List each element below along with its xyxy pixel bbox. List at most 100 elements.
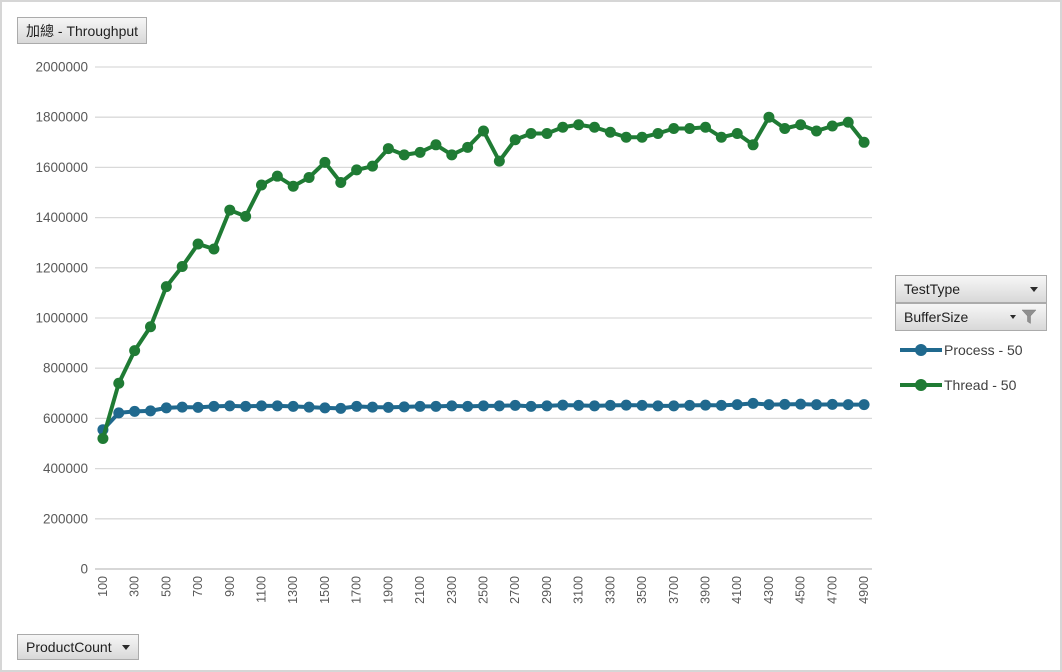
thread-data-point <box>160 281 172 293</box>
thread-data-point <box>731 128 743 140</box>
thread-data-point <box>842 116 854 128</box>
thread-data-point <box>589 121 600 133</box>
thread-data-point <box>462 141 474 153</box>
thread-data-point <box>684 122 696 134</box>
process-data-point <box>525 400 537 412</box>
x-axis-tick-label: 3900 <box>699 576 713 604</box>
process-data-point <box>509 399 521 411</box>
thread-data-point <box>557 121 569 133</box>
process-data-point <box>620 399 632 411</box>
thread-data-point <box>382 143 394 155</box>
process-data-point <box>160 402 172 414</box>
process-data-point <box>462 400 474 412</box>
x-axis-tick-label: 500 <box>159 576 173 597</box>
x-axis-tick-label: 1500 <box>318 576 332 604</box>
x-axis-tick-label: 3100 <box>572 576 586 604</box>
y-axis-tick-label: 1200000 <box>35 260 88 275</box>
process-data-point <box>287 400 299 412</box>
thread-data-point <box>620 131 632 143</box>
x-axis-tick-label: 300 <box>128 576 142 597</box>
x-axis-tick-label: 2700 <box>508 576 522 604</box>
thread-data-point <box>446 149 458 161</box>
x-axis-tick-label: 2500 <box>477 576 491 604</box>
testtype-field-button[interactable]: TestType <box>895 275 1047 303</box>
thread-data-point <box>319 156 331 168</box>
axis-field-button[interactable]: ProductCount <box>17 634 139 660</box>
process-data-point <box>604 399 616 411</box>
process-data-point <box>589 400 600 412</box>
process-data-point <box>478 400 489 412</box>
y-axis-tick-label: 1400000 <box>35 210 88 225</box>
legend-label-process: Process - 50 <box>944 342 1023 358</box>
process-data-point <box>684 399 696 411</box>
thread-data-point <box>604 126 616 138</box>
thread-data-point <box>335 176 347 188</box>
thread-data-point <box>779 122 791 134</box>
x-axis-tick-label: 2900 <box>540 576 554 604</box>
process-data-point <box>811 399 822 411</box>
process-data-point <box>715 399 727 411</box>
x-axis-tick-label: 900 <box>223 576 237 597</box>
process-data-point <box>557 399 569 411</box>
process-data-point <box>351 400 363 412</box>
x-axis-tick-label: 2300 <box>445 576 459 604</box>
process-data-point <box>176 401 188 413</box>
y-axis-tick-label: 600000 <box>43 411 88 426</box>
process-data-point <box>858 399 870 411</box>
buffersize-field-button[interactable]: BufferSize <box>895 303 1047 331</box>
process-data-point <box>636 399 648 411</box>
process-data-point <box>129 405 141 417</box>
process-data-point <box>335 402 347 414</box>
process-data-point <box>842 399 854 411</box>
process-data-point <box>446 400 458 412</box>
process-series-marker <box>900 344 942 356</box>
x-axis-tick-label: 2100 <box>413 576 427 604</box>
axis-field-label: ProductCount <box>26 639 112 655</box>
buffersize-field-label: BufferSize <box>904 309 969 325</box>
y-axis-tick-label: 200000 <box>43 511 88 526</box>
process-data-point <box>779 398 791 410</box>
process-data-point <box>145 405 156 417</box>
process-data-point <box>731 399 743 411</box>
process-data-point <box>747 397 759 409</box>
process-data-point <box>668 400 680 412</box>
y-axis-tick-label: 1800000 <box>35 110 88 125</box>
x-axis-tick-label: 100 <box>96 576 110 597</box>
thread-data-point <box>541 128 553 140</box>
thread-data-point <box>430 139 442 151</box>
thread-data-point <box>129 345 141 357</box>
thread-data-point <box>509 134 521 146</box>
filter-icon <box>1021 309 1037 324</box>
y-axis-tick-label: 0 <box>80 562 88 577</box>
thread-data-point <box>145 321 156 333</box>
thread-data-point <box>271 170 283 182</box>
chart-legend: Process - 50 Thread - 50 <box>900 338 1060 408</box>
y-axis-tick-label: 2000000 <box>35 60 88 75</box>
thread-data-point <box>287 180 299 192</box>
y-axis-tick-label: 1000000 <box>35 311 88 326</box>
thread-data-point <box>414 146 426 158</box>
process-data-point <box>303 401 315 413</box>
thread-data-point <box>351 164 363 176</box>
process-data-point <box>493 400 505 412</box>
thread-data-point <box>256 179 267 191</box>
thread-data-point <box>493 155 505 167</box>
thread-data-point <box>97 432 109 444</box>
thread-data-point <box>811 125 822 137</box>
x-axis-tick-label: 700 <box>191 576 205 597</box>
thread-data-point <box>240 210 252 222</box>
thread-data-point <box>398 149 410 161</box>
thread-data-point <box>700 121 711 133</box>
y-axis-tick-label: 800000 <box>43 361 88 376</box>
value-field-label: 加總 - Throughput <box>26 22 139 39</box>
process-data-point <box>319 402 331 414</box>
process-data-point <box>256 400 267 412</box>
x-axis-tick-label: 4500 <box>794 576 808 604</box>
value-field-button[interactable]: 加總 - Throughput <box>17 17 148 44</box>
thread-data-point <box>826 120 838 132</box>
thread-data-point <box>478 125 489 137</box>
thread-data-point <box>636 131 648 143</box>
x-axis-tick-label: 4300 <box>762 576 776 604</box>
